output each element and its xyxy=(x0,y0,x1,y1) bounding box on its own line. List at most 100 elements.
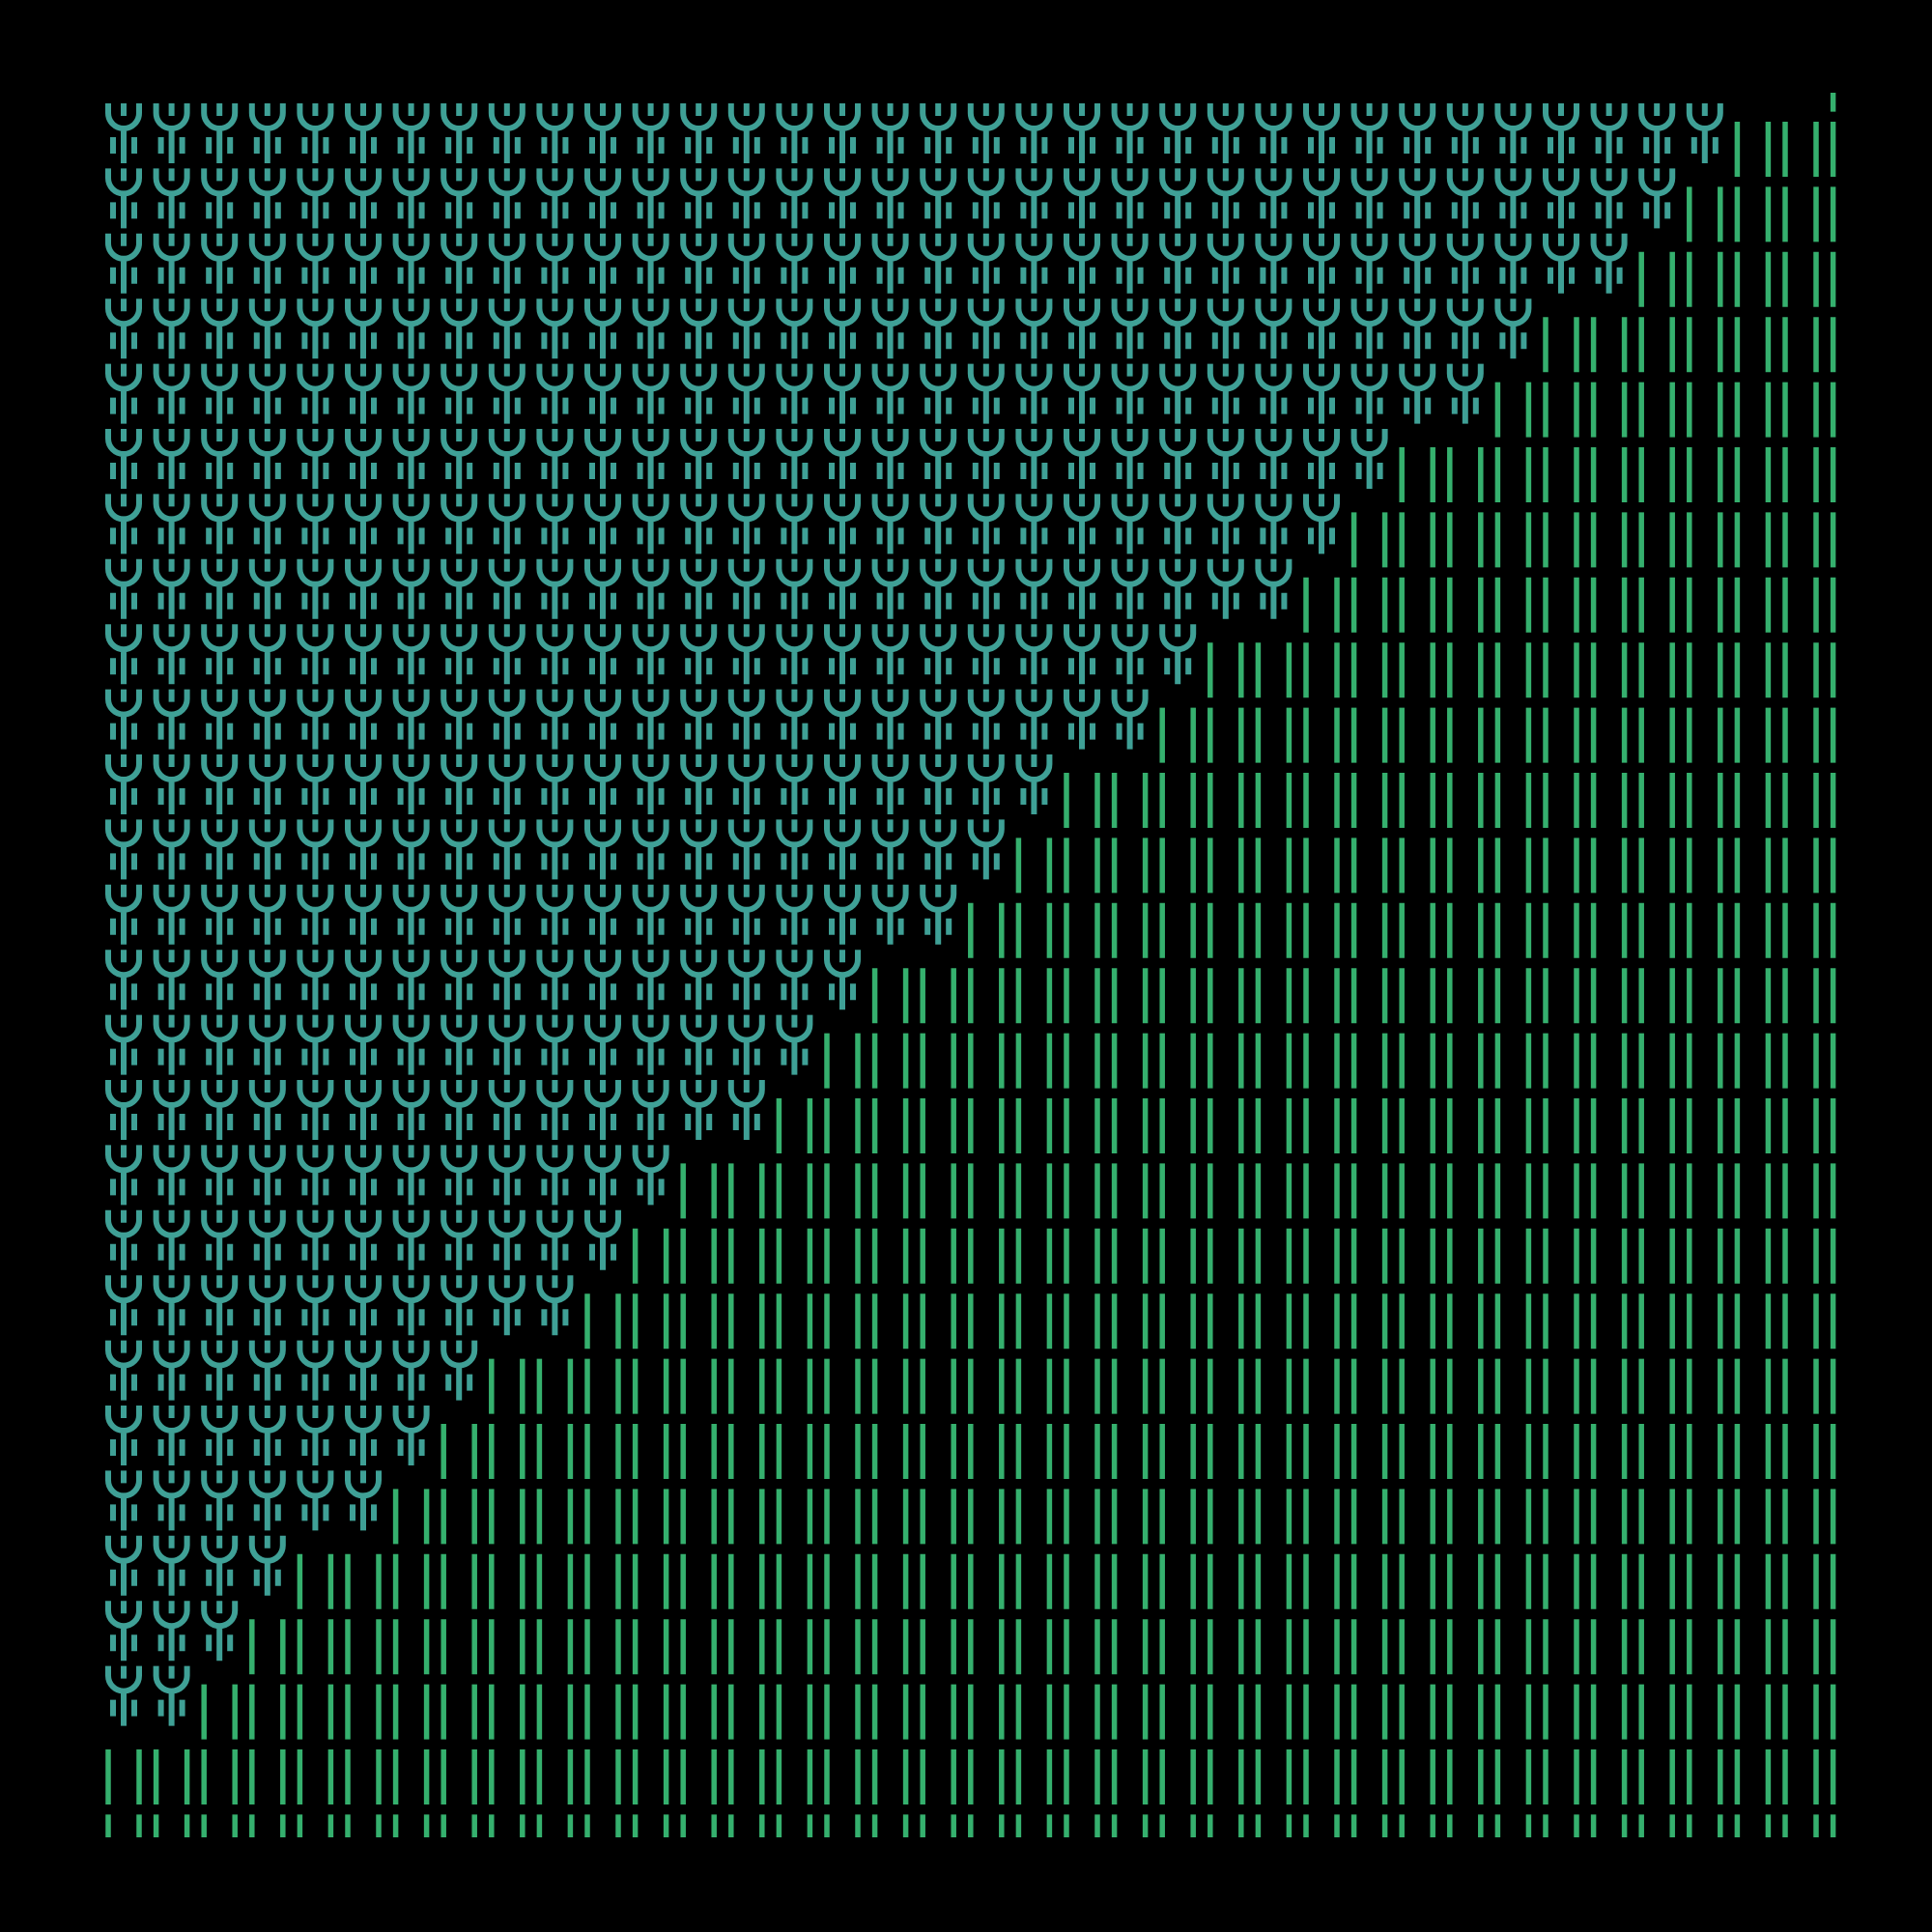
dash-line-pair xyxy=(1255,838,1293,894)
dash-line-pair xyxy=(1494,1228,1532,1284)
dash-line-pair xyxy=(728,1163,765,1219)
fork-glyph xyxy=(153,1145,190,1206)
fork-glyph xyxy=(967,754,1005,814)
dash-line-pair xyxy=(584,1749,621,1804)
dash-line-pair xyxy=(1830,1749,1836,1804)
fork-glyph xyxy=(345,1080,382,1140)
dash-line-pair xyxy=(1208,1619,1244,1675)
dash-line-pair xyxy=(632,1228,669,1284)
fork-glyph xyxy=(345,363,382,424)
dash-line-pair xyxy=(1543,968,1579,1024)
dash-line-pair xyxy=(1782,186,1819,242)
dash-line-pair xyxy=(1015,1098,1053,1153)
dash-line-pair xyxy=(1111,1489,1149,1545)
dash-line-pair xyxy=(776,1358,813,1414)
fork-glyph xyxy=(584,558,621,619)
dash-line-pair xyxy=(1350,1424,1388,1479)
dash-line-pair xyxy=(1638,1684,1675,1740)
dash-line-pair xyxy=(1303,1814,1340,1837)
dash-line-pair xyxy=(680,1553,717,1609)
fork-glyph xyxy=(1255,494,1293,554)
fork-glyph xyxy=(776,429,813,489)
fork-glyph xyxy=(632,950,669,1010)
fork-glyph xyxy=(1159,363,1197,424)
fork-glyph xyxy=(345,624,382,685)
fork-glyph xyxy=(488,819,526,880)
fork-glyph xyxy=(776,1014,813,1075)
dash-line-pair xyxy=(440,1424,477,1479)
dash-line-pair xyxy=(1638,1424,1675,1479)
fork-glyph xyxy=(248,429,286,489)
fork-glyph xyxy=(824,884,861,945)
dash-line-pair xyxy=(1064,1619,1100,1675)
dash-line-pair xyxy=(1830,577,1836,633)
dash-line-pair xyxy=(1734,447,1772,502)
dash-line-pair xyxy=(1830,1163,1836,1219)
fork-glyph xyxy=(248,558,286,619)
fork-glyph xyxy=(1064,689,1100,750)
dash-line-pair xyxy=(1590,447,1628,502)
fork-glyph xyxy=(488,1014,526,1075)
fork-glyph xyxy=(392,624,430,685)
fork-glyph xyxy=(248,884,286,945)
dash-line-pair xyxy=(1208,1033,1244,1089)
fork-glyph xyxy=(536,429,574,489)
dash-line-pair xyxy=(1638,1358,1675,1414)
dash-line-pair xyxy=(1734,251,1772,307)
dash-line-pair xyxy=(1687,1619,1723,1675)
fork-glyph xyxy=(1399,233,1436,294)
dash-line-pair xyxy=(1111,1553,1149,1609)
dash-line-pair xyxy=(1064,1749,1100,1804)
dash-line-pair xyxy=(1303,577,1340,633)
fork-glyph xyxy=(153,689,190,750)
fork-glyph xyxy=(248,624,286,685)
fork-glyph xyxy=(153,1275,190,1336)
dash-line-pair xyxy=(1590,1553,1628,1609)
dash-line-pair xyxy=(1015,1033,1053,1089)
dash-line-pair xyxy=(1064,773,1100,828)
dash-line-pair xyxy=(1734,1553,1772,1609)
dash-line-pair xyxy=(1111,773,1149,828)
fork-glyph xyxy=(1350,298,1388,359)
dash-line-pair xyxy=(1734,1814,1772,1837)
dash-line-pair xyxy=(1543,1163,1579,1219)
fork-glyph xyxy=(584,1014,621,1075)
dash-line-pair xyxy=(1590,1814,1628,1837)
dash-line-pair xyxy=(297,1749,334,1804)
dash-line-pair xyxy=(1399,1489,1435,1545)
dash-line-pair xyxy=(1734,1619,1772,1675)
fork-glyph xyxy=(1543,103,1579,163)
fork-glyph xyxy=(1015,624,1053,685)
fork-glyph xyxy=(536,754,574,814)
fork-glyph xyxy=(776,363,813,424)
fork-glyph xyxy=(248,168,286,229)
dash-line-pair xyxy=(920,968,956,1024)
fork-glyph xyxy=(1159,298,1197,359)
dash-line-pair xyxy=(1111,1358,1149,1414)
dash-line-pair xyxy=(680,1619,717,1675)
dash-line-pair xyxy=(1687,186,1723,242)
dash-line-pair xyxy=(1399,1228,1435,1284)
dash-line-pair xyxy=(1208,707,1244,763)
dash-line-pair xyxy=(249,1749,286,1804)
fork-glyph xyxy=(1111,363,1149,424)
dash-line-pair xyxy=(968,1814,1005,1837)
fork-glyph xyxy=(105,494,142,554)
fork-glyph xyxy=(680,429,718,489)
dash-line-pair xyxy=(1015,902,1053,958)
dash-line-pair xyxy=(1447,1489,1484,1545)
fork-glyph xyxy=(440,103,478,163)
dash-line-pair xyxy=(1064,1163,1100,1219)
fork-glyph xyxy=(105,558,142,619)
dash-line-pair xyxy=(1111,1163,1149,1219)
dash-line-pair xyxy=(1303,968,1340,1024)
fork-glyph xyxy=(824,558,861,619)
dash-line-pair xyxy=(1830,1814,1836,1837)
fork-glyph xyxy=(201,1145,239,1206)
dash-line-pair xyxy=(871,1553,909,1609)
dash-line-pair xyxy=(1064,1684,1100,1740)
fork-glyph xyxy=(584,819,621,880)
fork-glyph xyxy=(584,1145,621,1206)
dash-line-pair xyxy=(1159,773,1196,828)
dash-line-pair xyxy=(1830,642,1836,698)
